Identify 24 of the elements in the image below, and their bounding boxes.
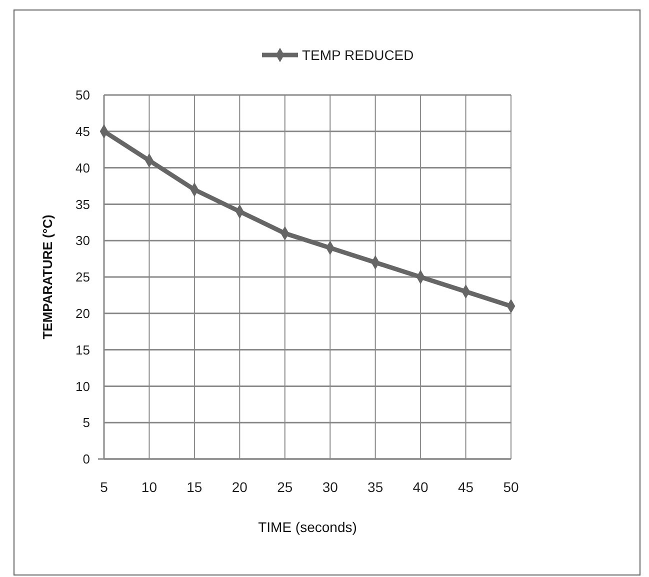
y-tick-label: 25 [76, 270, 90, 285]
y-tick-label: 10 [76, 378, 90, 394]
y-axis-title: TEMPARATURE (°C) [40, 214, 55, 340]
y-tick-label: 30 [76, 233, 90, 248]
x-tick-label: 5 [100, 479, 108, 495]
x-tick-label: 50 [503, 479, 519, 495]
x-tick-label: 25 [277, 479, 293, 495]
legend-label: TEMP REDUCED [302, 46, 414, 63]
x-tick-label: 40 [412, 479, 429, 495]
y-tick-label: 50 [76, 88, 90, 103]
y-tick-label: 5 [82, 415, 90, 430]
x-tick-label: 15 [186, 479, 202, 495]
y-tick-label: 0 [82, 452, 90, 467]
y-tick-label: 45 [76, 124, 90, 139]
y-tick-label: 15 [76, 342, 90, 358]
y-tick-label: 40 [76, 160, 90, 176]
x-tick-label: 45 [458, 479, 474, 495]
x-tick-label: 20 [232, 479, 248, 495]
x-tick-label: 30 [322, 479, 338, 495]
y-tick-label: 20 [76, 306, 90, 321]
x-tick-label: 10 [141, 479, 158, 495]
y-tick-label: 35 [76, 196, 90, 212]
x-tick-label: 35 [368, 479, 384, 495]
x-axis-title: TIME (seconds) [258, 519, 357, 535]
